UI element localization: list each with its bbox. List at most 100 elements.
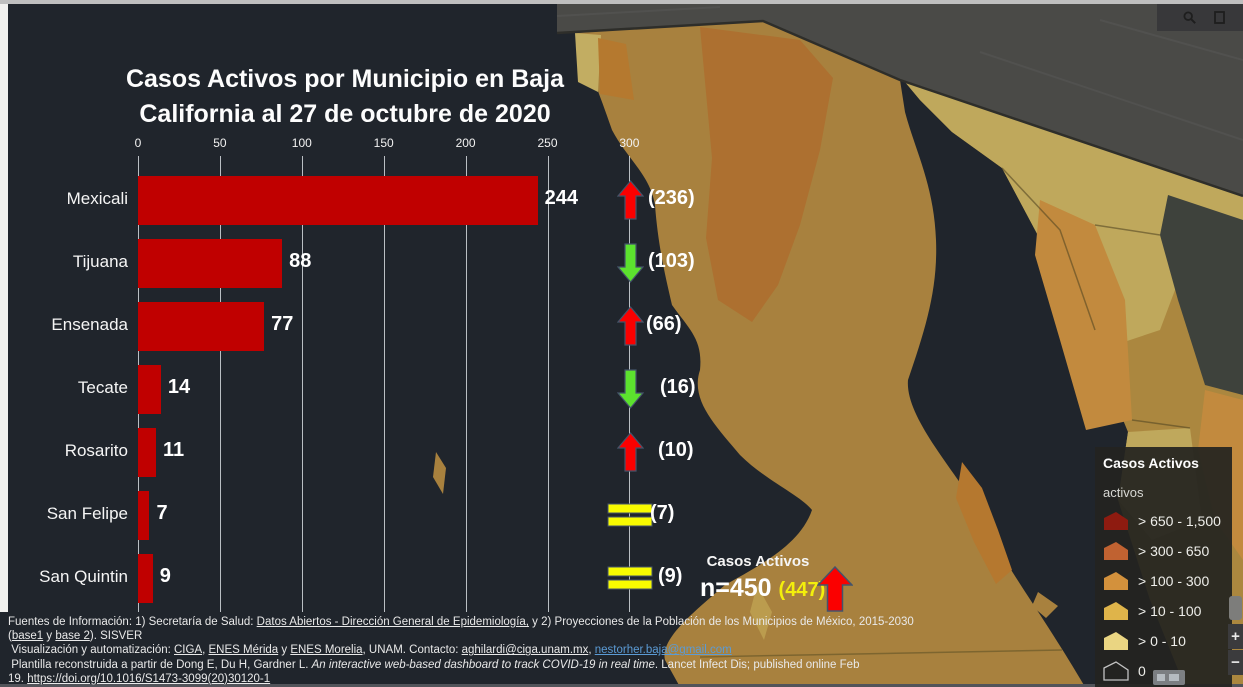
footer-text: Fuentes de Información: 1) Secretaría de…: [8, 616, 257, 628]
footer-link[interactable]: base 2: [55, 630, 90, 643]
legend-swatch-icon: [1104, 632, 1128, 650]
axis-tick-200: 200: [455, 136, 476, 150]
footer-link[interactable]: ENES Morelia: [290, 644, 363, 657]
trend-down-icon-tijuana: [616, 243, 644, 283]
bar-san-felipe[interactable]: [138, 490, 150, 540]
gridline-200: [465, 156, 467, 612]
municipality-patch-orange: [700, 27, 833, 322]
axis-tick-50: 50: [213, 136, 227, 150]
category-label-san-felipe: San Felipe: [46, 504, 128, 523]
footer-sources: Fuentes de Información: 1) Secretaría de…: [8, 615, 1008, 686]
previous-value-san-quintin: (9): [658, 565, 683, 587]
legend-item-label: 0: [1138, 663, 1146, 679]
footer-line-1: Fuentes de Información: 1) Secretaría de…: [8, 615, 1008, 629]
legend-title: Casos Activos: [1103, 455, 1199, 471]
scroll-grip[interactable]: [1229, 596, 1242, 620]
previous-value-ensenada: (66): [646, 313, 682, 335]
bar-tecate[interactable]: [138, 364, 161, 414]
value-label-san-quintin: 9: [159, 565, 171, 587]
legend-subtitle: activos: [1103, 485, 1144, 500]
category-label-tijuana: Tijuana: [72, 252, 128, 271]
previous-value-mexicali: (236): [648, 187, 695, 209]
gridline-50: [219, 156, 221, 612]
footer-text: , UNAM. Contacto:: [362, 644, 462, 657]
footer-text: ,: [588, 644, 595, 657]
sonora-orange-center: [1035, 200, 1132, 430]
sonora-gray-municipality: [1160, 195, 1243, 395]
usa-road-lines: [556, 6, 1243, 141]
window-bottom-edge: [0, 684, 1243, 687]
value-label-tecate: 14: [167, 376, 191, 398]
legend-item-2: > 100 - 300: [1103, 566, 1232, 596]
chart-title-line2: California al 27 de octubre de 2020: [139, 100, 551, 128]
bar-rosarito[interactable]: [138, 427, 157, 477]
footer-line-3: Visualización y automatización: CIGA, EN…: [8, 643, 1008, 657]
category-label-ensenada: Ensenada: [51, 315, 128, 334]
municipality-patch-pale: [575, 33, 601, 92]
total-n: n=450: [700, 574, 772, 602]
legend-swatch-icon: [1104, 572, 1128, 590]
state-border: [699, 649, 1063, 658]
previous-value-tecate: (16): [660, 376, 696, 398]
footer-link[interactable]: nestorher.baja@gmail.com: [594, 644, 732, 657]
footer-text: y: [43, 630, 56, 643]
footer-text: An interactive web-based dashboard to tr…: [311, 658, 655, 671]
us-mexico-border: [556, 19, 1243, 198]
legend-item-1: > 300 - 650: [1103, 536, 1232, 566]
usa-region: [557, 4, 1243, 196]
sonora-municipal-borders: [1001, 167, 1191, 429]
trend-down-icon-tecate: [616, 369, 644, 409]
zoom-in-button[interactable]: +: [1228, 624, 1243, 649]
bookmark-icon[interactable]: [1213, 11, 1226, 24]
map-toolbar: [1157, 4, 1243, 31]
footer-link[interactable]: Datos Abiertos - Dirección General de Ep…: [256, 616, 529, 628]
axis-tick-300: 300: [619, 136, 640, 150]
legend-swatch-icon: [1104, 512, 1128, 530]
map-attribution-logo: [1153, 670, 1185, 685]
legend-item-label: > 650 - 1,500: [1138, 513, 1221, 529]
legend-item-4: > 0 - 10: [1103, 626, 1232, 656]
footer-line-4: Plantilla reconstruida a partir de Dong …: [8, 658, 1008, 672]
zoom-out-button[interactable]: −: [1228, 650, 1243, 675]
footer-text: y 2) Proyecciones de la Población de los…: [528, 616, 914, 628]
footer-link[interactable]: CIGA: [174, 644, 203, 657]
value-label-ensenada: 77: [271, 313, 294, 335]
bar-tijuana[interactable]: [138, 238, 283, 288]
previous-value-tijuana: (103): [648, 250, 695, 272]
gridline-100: [301, 156, 303, 612]
legend-item-label: > 0 - 10: [1138, 633, 1186, 649]
legend-items: > 650 - 1,500 > 300 - 650 > 100 - 300 > 10 …: [1103, 506, 1232, 686]
chart-title: Casos Activos por Municipio en Baja Cali…: [95, 62, 595, 132]
gridline-250: [547, 156, 549, 612]
bar-san-quintin[interactable]: [138, 553, 153, 603]
footer-text: 19.: [8, 672, 28, 685]
map-zoom-controls: + −: [1228, 596, 1243, 676]
search-icon[interactable]: [1183, 11, 1196, 24]
footer-link[interactable]: base1: [11, 630, 44, 643]
total-trend-up-arrow-icon: [817, 566, 853, 612]
category-label-mexicali: Mexicali: [66, 189, 128, 208]
legend-swatch-icon: [1104, 602, 1128, 620]
map-legend: Casos Activos activos > 650 - 1,500 > 300…: [1095, 447, 1232, 687]
footer-text: Plantilla reconstruida a partir de Dong …: [8, 658, 312, 671]
legend-item-0: > 650 - 1,500: [1103, 506, 1232, 536]
footer-line-2: (base1 y base 2). SISVER: [8, 629, 1008, 643]
legend-item-label: > 300 - 650: [1138, 543, 1210, 559]
value-label-mexicali: 244: [544, 187, 579, 209]
trend-equal-icon-san-felipe: [607, 503, 653, 527]
previous-value-rosarito: (10): [658, 439, 694, 461]
municipality-patch-small-orange: [598, 38, 634, 100]
total-previous-value: (447): [778, 579, 826, 601]
bar-ensenada[interactable]: [138, 301, 265, 351]
axis-tick-150: 150: [373, 136, 394, 150]
legend-swatch-icon: [1103, 661, 1129, 681]
trend-equal-icon-san-quintin: [607, 566, 653, 590]
window-left-edge: [0, 4, 8, 612]
footer-link[interactable]: ENES Mérida: [208, 644, 279, 657]
footer-link[interactable]: https://doi.org/10.1016/S1473-3099(20)30…: [27, 672, 271, 685]
footer-text: Visualización y automatización:: [8, 644, 174, 657]
bar-mexicali[interactable]: [138, 175, 538, 225]
window-top-edge: [0, 0, 1243, 4]
previous-value-san-felipe: (7): [650, 502, 675, 524]
footer-link[interactable]: aghilardi@ciga.unam.mx: [461, 644, 589, 657]
